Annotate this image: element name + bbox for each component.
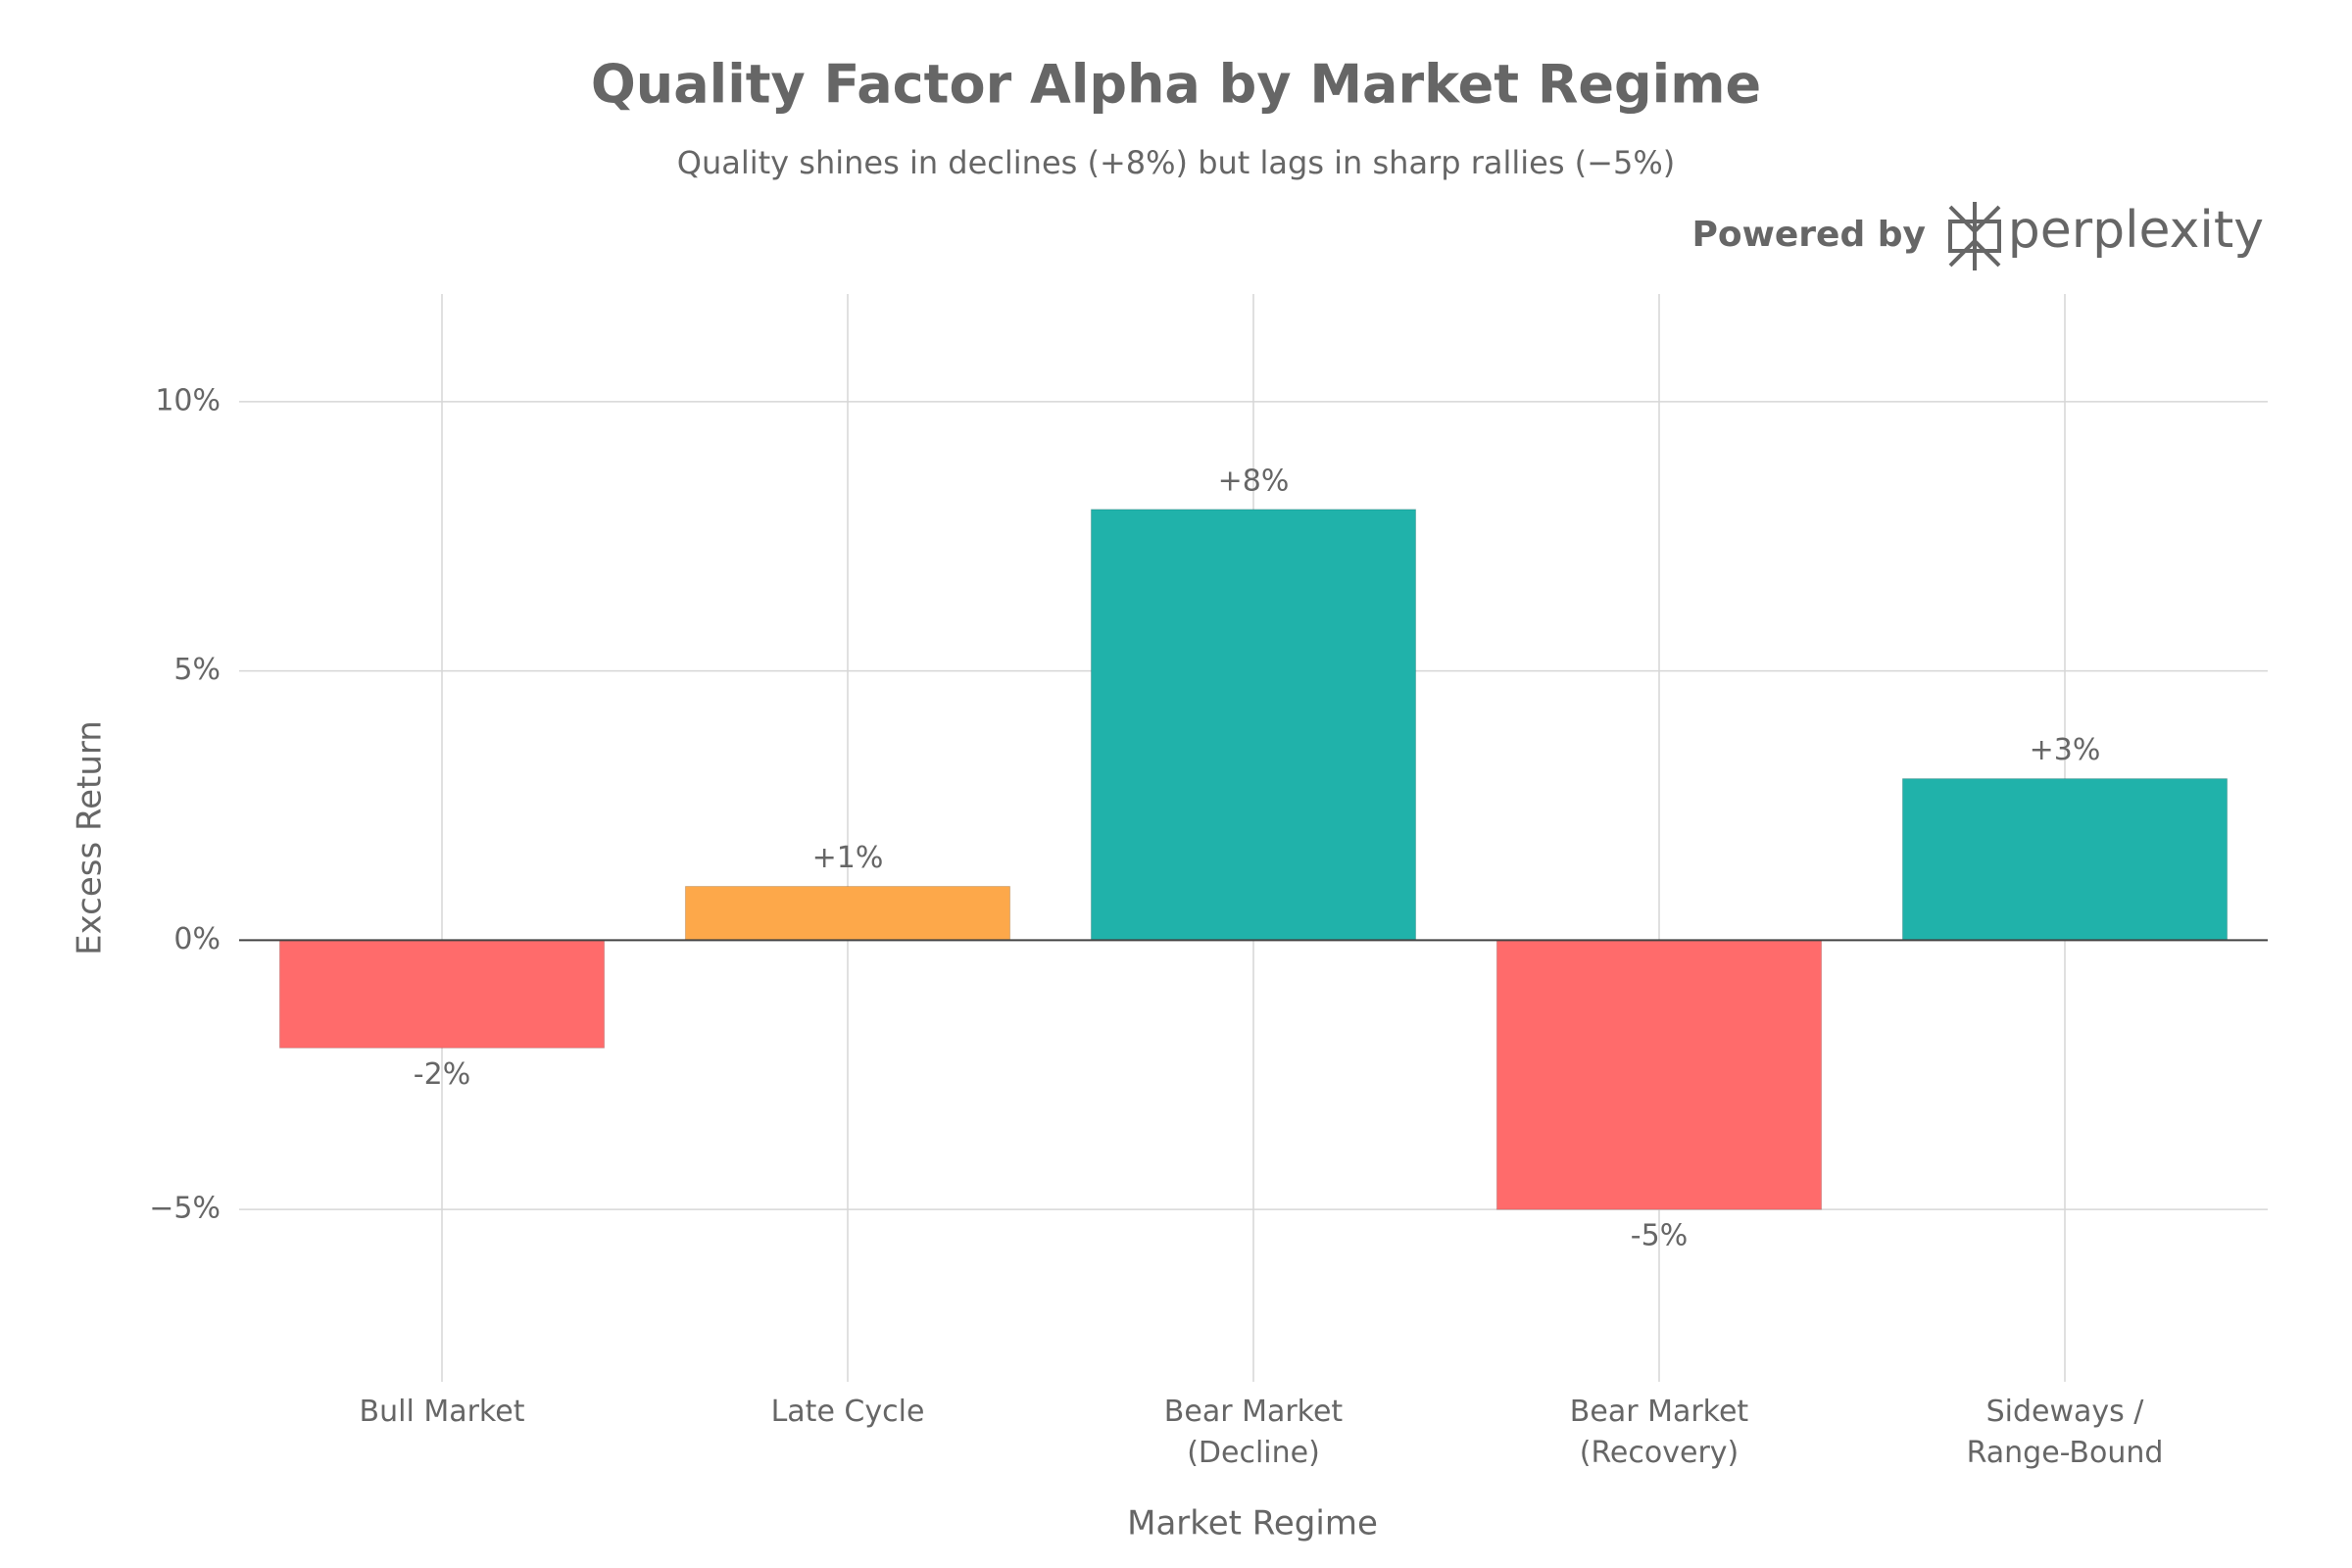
x-tick-label-line: (Recovery) <box>1580 1436 1740 1470</box>
value-label: +8% <box>1218 464 1290 498</box>
brand-logo <box>1948 202 2001 270</box>
x-tick-label-line: Bear Market <box>1164 1395 1344 1429</box>
bar <box>1090 509 1417 941</box>
y-tick-label: 0% <box>173 922 220 956</box>
x-tick-label: Late Cycle <box>771 1395 925 1429</box>
x-tick-label: Bull Market <box>360 1395 525 1429</box>
y-tick-label: 10% <box>155 383 220 417</box>
chart-subtitle: Quality shines in declines (+8%) but lag… <box>677 144 1675 181</box>
bar <box>684 885 1011 941</box>
value-label: -5% <box>1631 1219 1688 1253</box>
x-axis-title: Market Regime <box>1127 1504 1378 1544</box>
bar <box>1901 778 2229 941</box>
y-axis-title: Excess Return <box>71 720 110 956</box>
x-tick-label-line: Range-Bound <box>1967 1436 2164 1470</box>
bar <box>278 939 606 1049</box>
value-label: -2% <box>414 1057 470 1092</box>
y-tick-label: −5% <box>149 1192 220 1226</box>
bar <box>1495 939 1823 1210</box>
brand-name: perplexity <box>2008 201 2264 260</box>
x-tick-label: Sideways / Range-Bound <box>1967 1395 2164 1470</box>
x-tick-label: Bear Market (Decline) <box>1164 1395 1344 1470</box>
x-tick-label-line: Late Cycle <box>771 1395 925 1429</box>
value-label: +1% <box>812 841 884 875</box>
value-label: +3% <box>2030 733 2101 767</box>
x-tick-label-line: Bear Market <box>1570 1395 1749 1429</box>
brand-prefix: Powered by <box>1692 215 1927 255</box>
x-tick-label-line: (Decline) <box>1187 1436 1320 1470</box>
x-tick-label: Bear Market (Recovery) <box>1570 1395 1749 1470</box>
chart-title: Quality Factor Alpha by Market Regime <box>591 54 1761 116</box>
x-tick-label-line: Sideways / <box>1986 1395 2145 1429</box>
x-tick-label-line: Bull Market <box>360 1395 525 1429</box>
y-tick-label: 5% <box>173 653 220 687</box>
